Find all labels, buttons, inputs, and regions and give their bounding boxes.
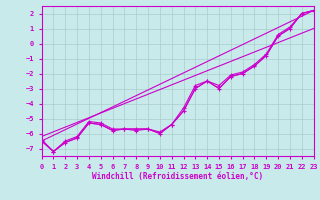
X-axis label: Windchill (Refroidissement éolien,°C): Windchill (Refroidissement éolien,°C) — [92, 172, 263, 181]
